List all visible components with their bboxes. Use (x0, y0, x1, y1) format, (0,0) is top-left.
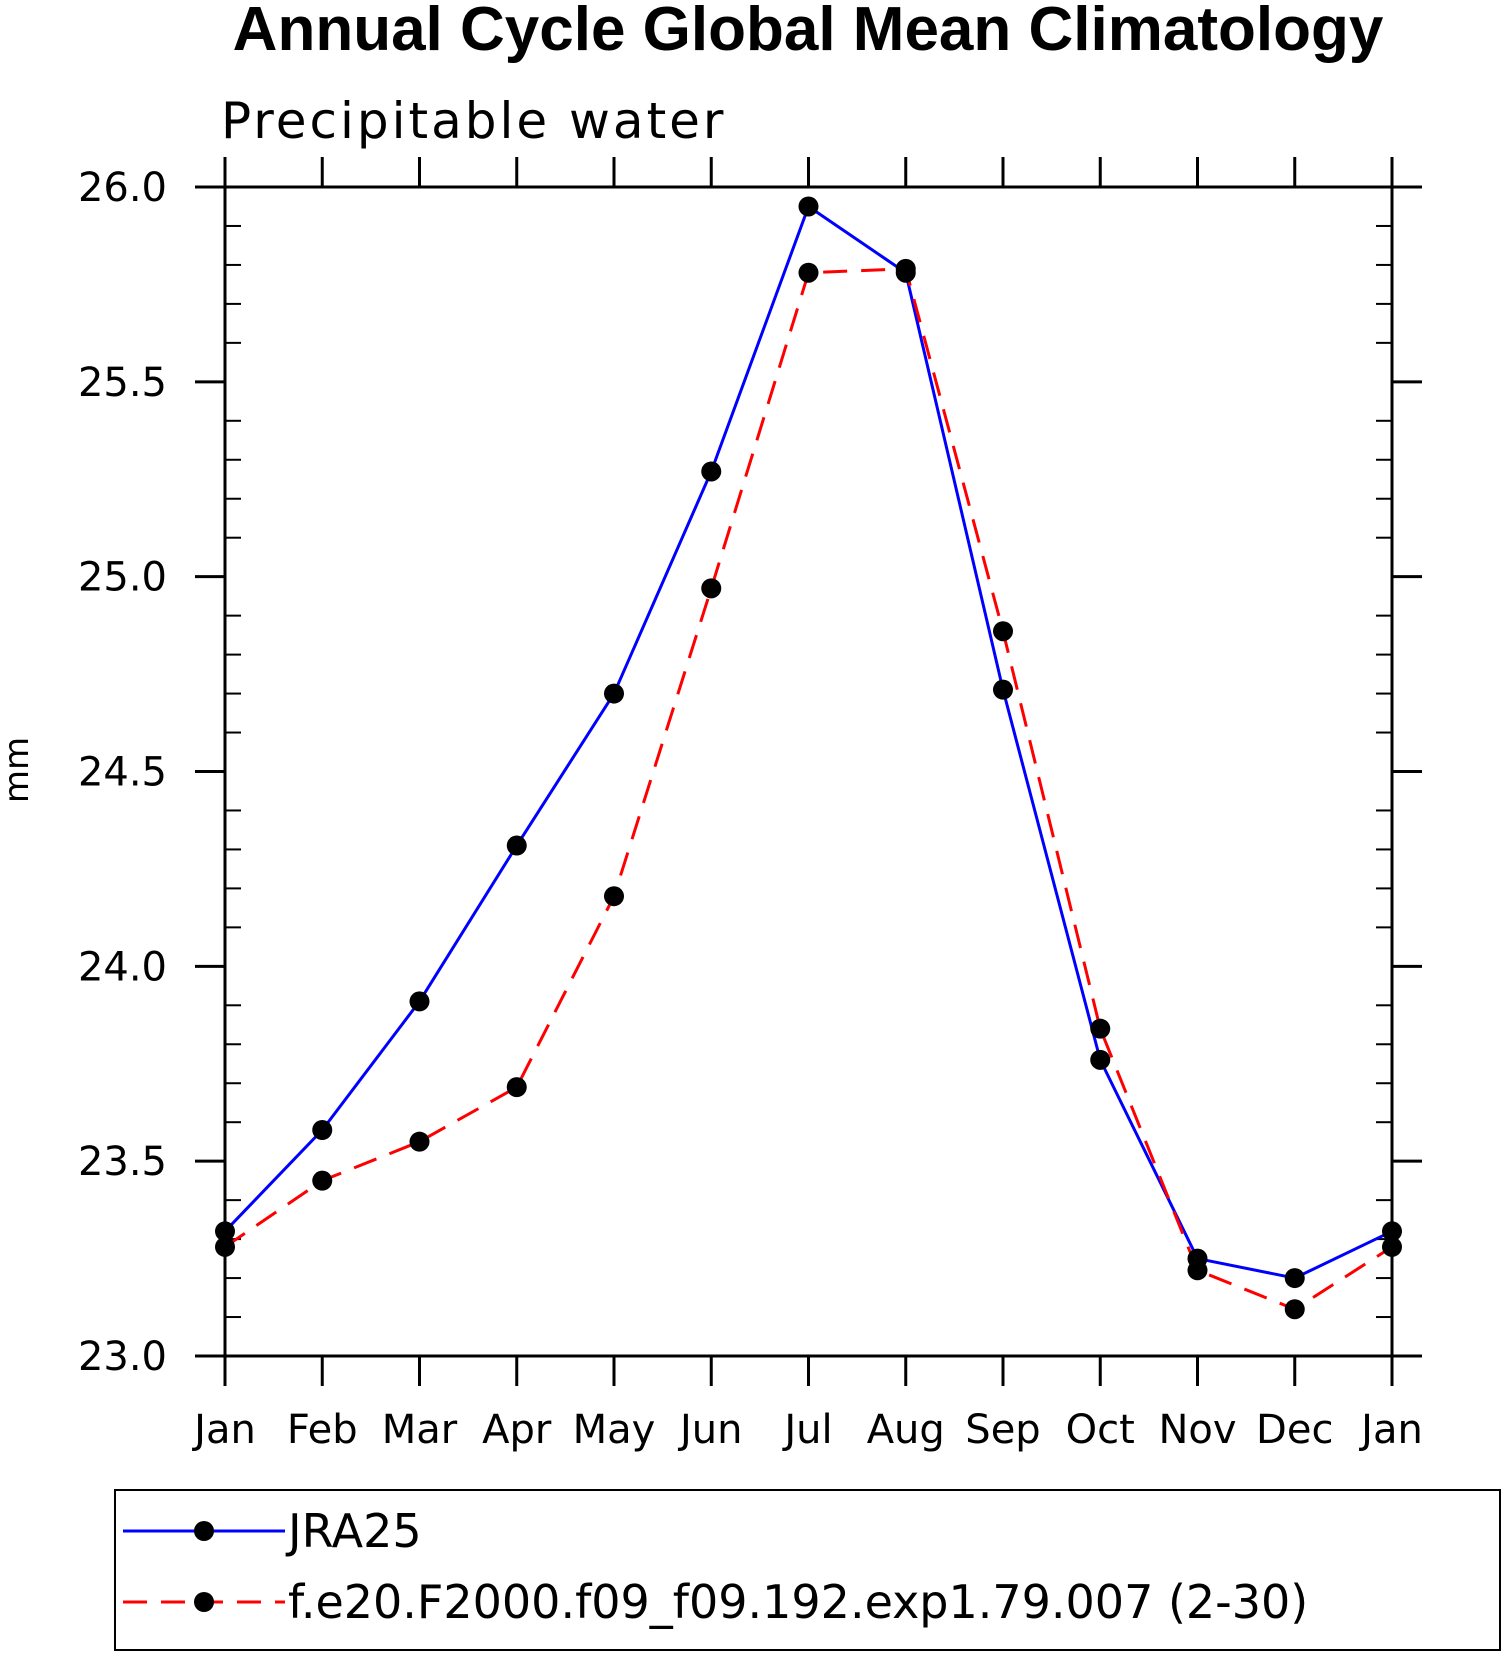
series-0-point (604, 683, 624, 704)
series-0-point (506, 835, 527, 856)
series-1-point (604, 886, 624, 907)
x-tick-label: Apr (482, 1407, 552, 1453)
y-axis-label: mm (0, 737, 37, 803)
legend-box (114, 1489, 1501, 1651)
series-0-point (1284, 1268, 1305, 1289)
y-tick-label: 25.5 (78, 360, 167, 406)
chart-subtitle: Precipitable water (221, 92, 727, 150)
series-1-point (895, 258, 916, 279)
series-1-point (993, 621, 1013, 642)
series-1-point (506, 1077, 527, 1098)
plot-frame (223, 185, 1394, 1358)
axes: Jan Feb Mar Apr May Jun Jul Aug Sep Oct Nov Dec Jan 2… (78, 157, 1423, 1453)
x-tick-label: Nov (1158, 1407, 1236, 1453)
legend-marker-0 (194, 1521, 214, 1541)
legend-marker-1 (194, 1592, 214, 1612)
y-tick-label: 24.0 (78, 944, 167, 990)
x-tick-label: Dec (1256, 1407, 1333, 1453)
series-1-point (312, 1170, 333, 1191)
y-tick-label: 26.0 (78, 165, 167, 211)
x-tick-label: Feb (287, 1407, 358, 1453)
series-1-point (1382, 1236, 1402, 1257)
legend-label-1: f.e20.F2000.f09_f09.192.exp1.79.007 (2-3… (288, 1575, 1308, 1629)
series-0-point (1090, 1049, 1111, 1070)
series-1-point (409, 1131, 430, 1152)
series-1-point (701, 578, 722, 599)
y-tick-label: 25.0 (78, 555, 167, 601)
y-tick-label: 23.5 (78, 1139, 167, 1185)
series-1-point (798, 262, 819, 283)
y-tick-label: 23.0 (78, 1334, 167, 1380)
chart-title: Annual Cycle Global Mean Climatology (233, 0, 1384, 64)
y-tick-label: 24.5 (78, 750, 167, 796)
series-0-point (993, 679, 1013, 700)
series-0-point (312, 1119, 333, 1140)
x-tick-label: Oct (1066, 1407, 1135, 1453)
series-0-point (409, 991, 430, 1012)
series-1-point (1284, 1299, 1305, 1320)
series-0-point (701, 461, 722, 482)
x-tick-label: Jan (1358, 1407, 1423, 1453)
legend-label-0: JRA25 (285, 1504, 422, 1558)
x-tick-label: May (573, 1407, 656, 1453)
series-0-point (215, 1221, 235, 1242)
legend: JRA25 f.e20.F2000.f09_f09.192.exp1.79.007… (114, 1489, 1501, 1651)
x-tick-label: Jan (191, 1407, 256, 1453)
x-tick-label: Jul (781, 1407, 832, 1453)
series-0-point (1382, 1221, 1402, 1242)
series-0-point (798, 196, 819, 217)
series-layer (215, 196, 1402, 1320)
x-tick-label: Mar (382, 1407, 458, 1453)
series-1-point (1090, 1018, 1111, 1039)
series-line-1 (224, 267, 1393, 1311)
series-1-point (215, 1236, 235, 1257)
x-tick-label: Sep (965, 1407, 1040, 1453)
x-tick-label: Aug (867, 1407, 945, 1453)
series-line-0 (223, 204, 1393, 1280)
x-tick-label: Jun (677, 1407, 743, 1453)
series-1-point (1187, 1260, 1208, 1281)
